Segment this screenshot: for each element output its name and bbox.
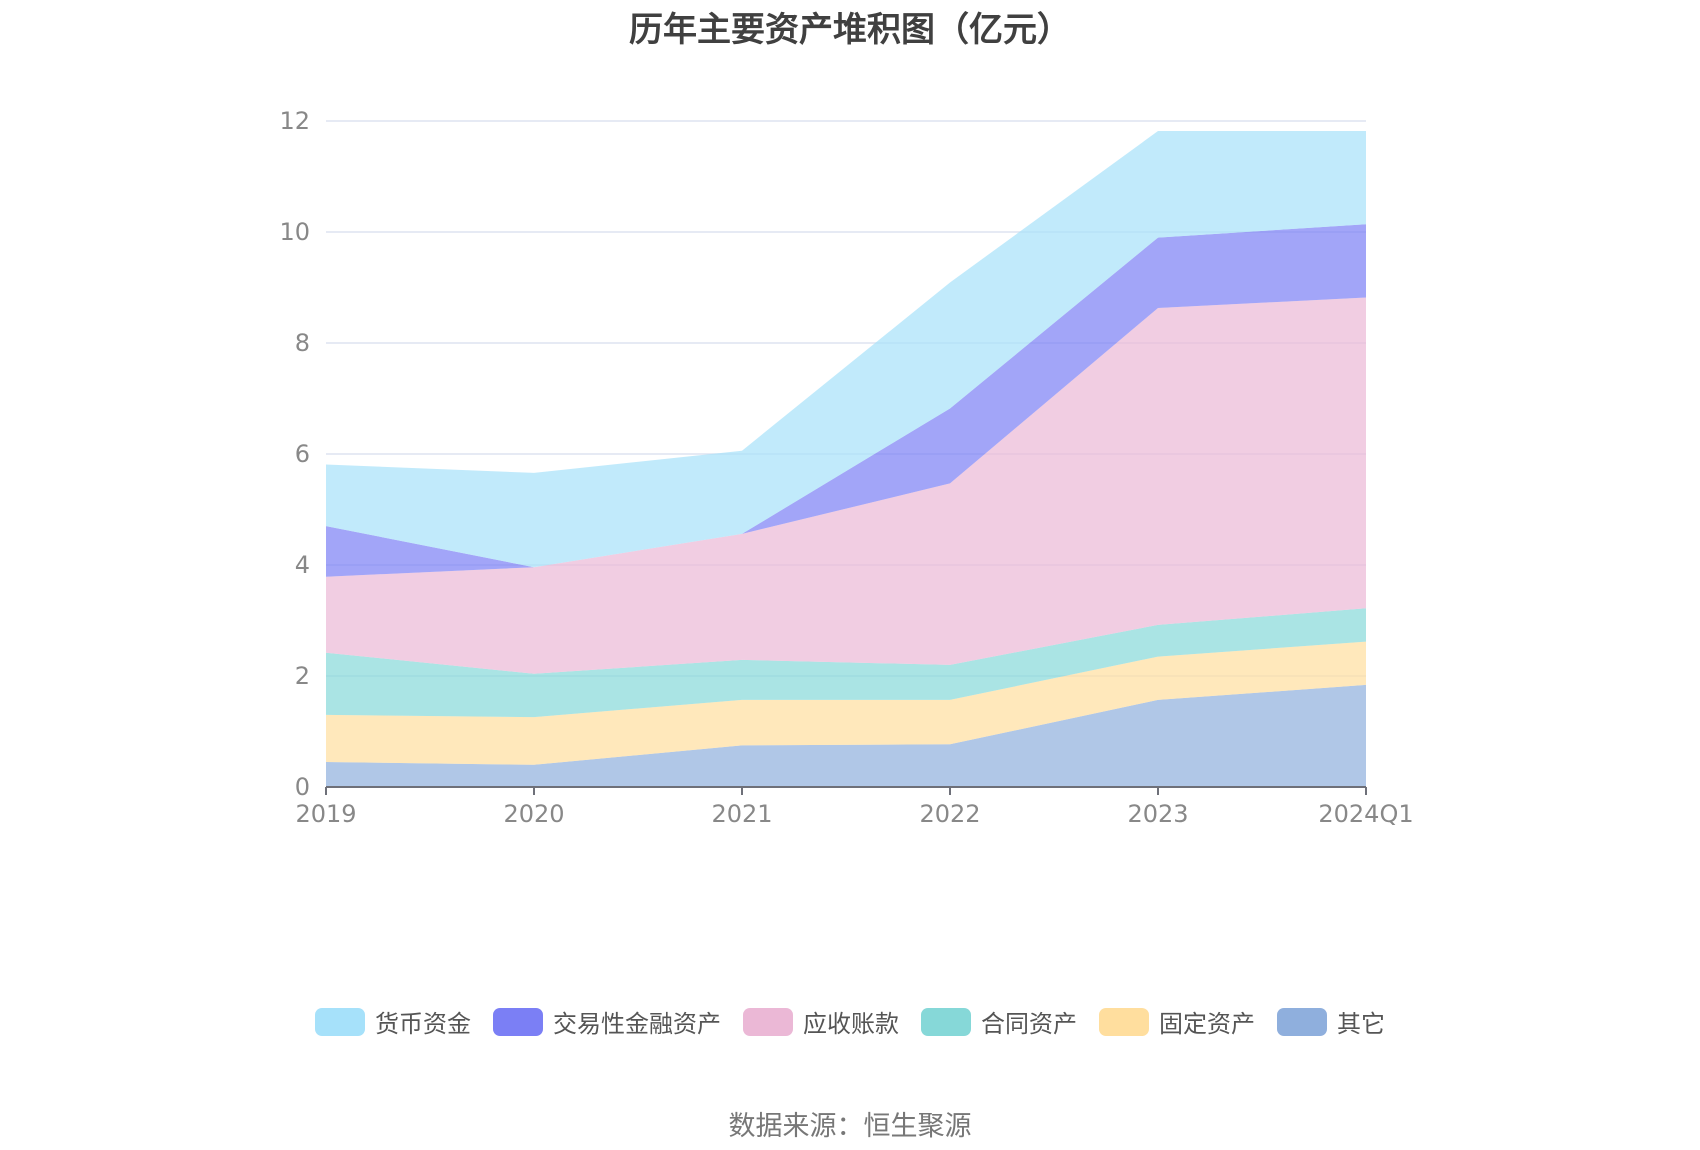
- legend: 货币资金 交易性金融资产 应收账款 合同资产 固定资产 其它: [0, 1004, 1700, 1039]
- area-series-1: [326, 641, 1366, 765]
- legend-label: 货币资金: [375, 1010, 471, 1038]
- axes: 0 2 4 6 8 10 12 2019 2020 2021 2022 2023 2024Q1: [279, 107, 1413, 828]
- legend-label: 应收账款: [803, 1010, 899, 1038]
- legend-label: 其它: [1337, 1010, 1385, 1038]
- y-tick-label: 4: [295, 551, 310, 579]
- x-tick-label: 2022: [919, 800, 980, 828]
- legend-swatch: [1277, 1007, 1327, 1036]
- legend-label: 固定资产: [1159, 1010, 1255, 1038]
- legend-item[interactable]: 交易性金融资产: [493, 1004, 721, 1039]
- legend-item[interactable]: 固定资产: [1099, 1004, 1255, 1039]
- area-series-0: [326, 684, 1366, 787]
- legend-swatch: [1099, 1007, 1149, 1036]
- y-tick-label: 12: [279, 107, 310, 135]
- area-series: [326, 131, 1366, 787]
- legend-item[interactable]: 应收账款: [743, 1004, 899, 1039]
- legend-item[interactable]: 货币资金: [315, 1004, 471, 1039]
- y-tick-label: 2: [295, 662, 310, 690]
- x-tick-label: 2024Q1: [1318, 800, 1413, 828]
- x-tick-label: 2021: [711, 800, 772, 828]
- area-series-2: [326, 608, 1366, 718]
- x-tick-label: 2023: [1127, 800, 1188, 828]
- legend-label: 合同资产: [981, 1010, 1077, 1038]
- legend-item[interactable]: 合同资产: [921, 1004, 1077, 1039]
- x-tick-label: 2020: [503, 800, 564, 828]
- data-source: 数据来源：恒生聚源: [728, 1111, 972, 1142]
- legend-swatch: [921, 1007, 971, 1036]
- legend-swatch: [743, 1007, 793, 1036]
- chart-title: 历年主要资产堆积图（亿元）: [629, 10, 1071, 50]
- area-series-3: [326, 297, 1366, 674]
- legend-label: 交易性金融资产: [553, 1010, 721, 1038]
- y-tick-label: 10: [279, 218, 310, 246]
- x-tick-label: 2019: [295, 800, 356, 828]
- legend-item[interactable]: 其它: [1277, 1004, 1385, 1039]
- y-tick-label: 0: [295, 773, 310, 801]
- legend-swatch: [315, 1007, 365, 1036]
- area-series-4: [326, 224, 1366, 577]
- area-series-5: [326, 131, 1366, 568]
- y-tick-label: 8: [295, 329, 310, 357]
- legend-swatch: [493, 1007, 543, 1036]
- y-tick-label: 6: [295, 440, 310, 468]
